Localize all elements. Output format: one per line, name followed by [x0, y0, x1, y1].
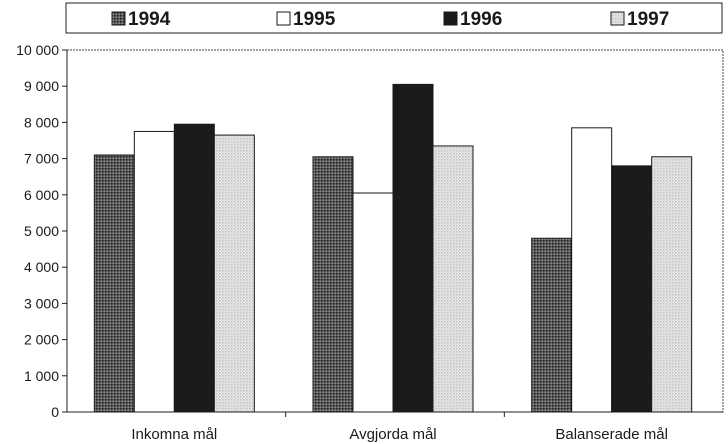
legend-swatch-1997 [610, 11, 625, 26]
y-tick-label: 3 000 [24, 295, 59, 311]
legend-label: 1996 [460, 9, 502, 30]
bars [93, 83, 693, 417]
y-tick-label: 0 [51, 404, 59, 420]
bar-1997-0 [213, 134, 255, 413]
bar-1996-2 [611, 165, 653, 413]
bar-1997-2 [651, 156, 693, 413]
bar-1995-1 [352, 192, 394, 413]
legend-swatch-1995 [276, 11, 291, 26]
bar-1994-0 [93, 154, 135, 413]
bar-1996-0 [173, 123, 215, 413]
y-tick-label: 7 000 [24, 151, 59, 167]
legend-swatch-1996 [443, 11, 458, 26]
category-label: Inkomna mål [131, 426, 217, 443]
legend-label: 1997 [627, 9, 669, 30]
bar-1995-0 [133, 130, 175, 413]
y-tick-label: 6 000 [24, 187, 59, 203]
y-tick-label: 10 000 [16, 42, 59, 58]
legend-label: 1995 [293, 9, 336, 30]
category-label: Avgjorda mål [349, 426, 436, 443]
bar-1997-1 [432, 145, 474, 413]
y-ticks: 0 1 000 2 000 3 000 4 000 5 000 6 000 7 000 8 00… [16, 42, 67, 420]
bar-1995-2 [571, 127, 613, 413]
legend-items: 1994 1995 1996 1997 [111, 9, 669, 30]
category-label: Balanserade mål [555, 426, 668, 443]
legend-label: 1994 [128, 9, 171, 30]
bar-1996-1 [392, 83, 434, 413]
category-labels: Inkomna mål Avgjorda mål Balanserade mål [131, 426, 668, 443]
y-tick-label: 2 000 [24, 332, 59, 348]
y-tick-label: 9 000 [24, 78, 59, 94]
y-tick-label: 1 000 [24, 368, 59, 384]
y-tick-label: 5 000 [24, 223, 59, 239]
legend-swatch-1994 [111, 11, 126, 26]
y-tick-label: 8 000 [24, 114, 59, 130]
y-tick-label: 4 000 [24, 259, 59, 275]
bar-1994-1 [312, 156, 354, 413]
bar-1994-2 [531, 237, 573, 413]
